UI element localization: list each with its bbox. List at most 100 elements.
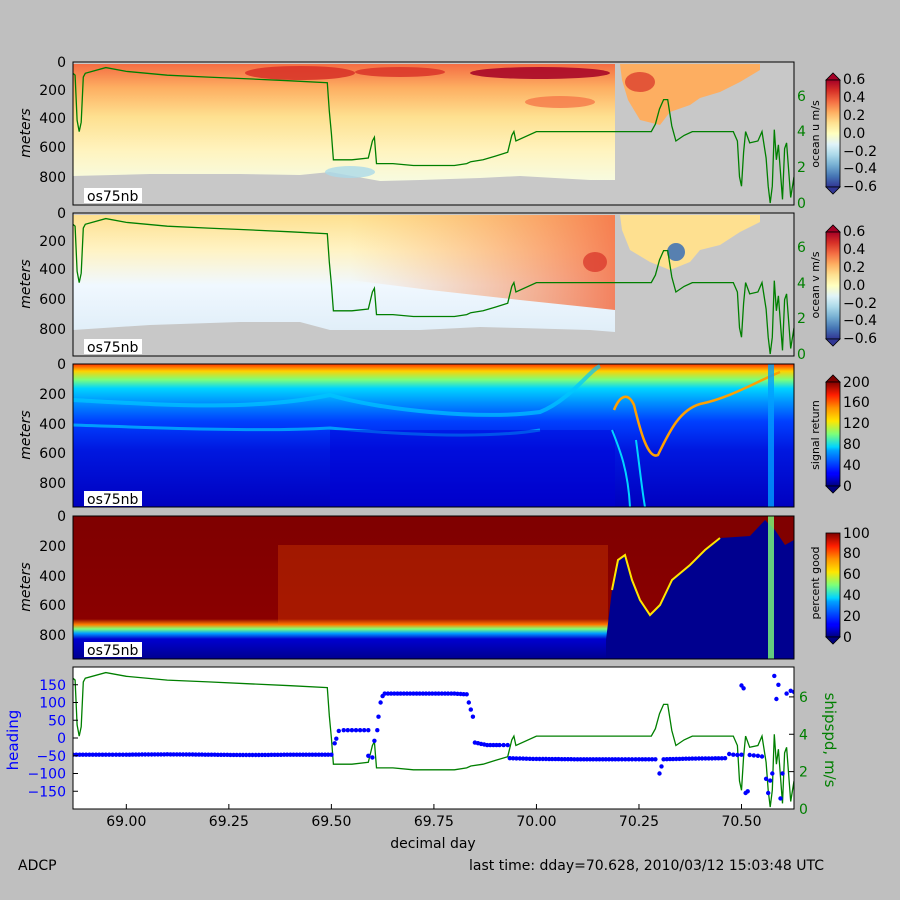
heading-point bbox=[334, 736, 339, 741]
heading-point bbox=[623, 757, 628, 762]
tag-label: os75nb bbox=[87, 492, 139, 508]
heading-point bbox=[527, 756, 532, 761]
heading-point bbox=[594, 757, 599, 762]
colorbar-tick: 40 bbox=[843, 458, 861, 474]
heading-point bbox=[209, 752, 214, 757]
heading-point bbox=[445, 691, 451, 696]
ship-speed-line bbox=[73, 217, 794, 355]
heading-point bbox=[791, 689, 794, 695]
axes-frame bbox=[72, 363, 795, 508]
heading-point bbox=[285, 752, 290, 757]
heading-point bbox=[629, 757, 635, 762]
heading-point bbox=[253, 752, 258, 758]
heading-point bbox=[288, 752, 293, 757]
heading-point bbox=[420, 691, 426, 696]
heading-point bbox=[439, 691, 444, 696]
heading-point bbox=[524, 756, 529, 761]
heading-point bbox=[80, 752, 86, 757]
heading-point bbox=[404, 691, 410, 696]
heading-point bbox=[664, 757, 669, 762]
speed-tick-label: 4 bbox=[797, 276, 806, 292]
heading-point bbox=[133, 752, 138, 757]
y-tick-label: 400 bbox=[39, 262, 66, 278]
heading-point bbox=[546, 756, 552, 762]
heading-point bbox=[464, 692, 469, 697]
axes-frame bbox=[72, 61, 795, 206]
panel-u: os75nb meters 0 200 400 600 800 6 4 2 0 … bbox=[18, 55, 877, 212]
tag-box bbox=[84, 491, 142, 506]
heading-point bbox=[774, 696, 779, 702]
colorbar-tick: 100 bbox=[843, 526, 870, 542]
y-tick-label: 400 bbox=[39, 417, 66, 433]
heading-point bbox=[275, 752, 280, 757]
heading-point bbox=[507, 756, 512, 761]
u-jet-core bbox=[525, 96, 595, 108]
heading-point bbox=[537, 756, 542, 762]
heading-point bbox=[152, 752, 157, 757]
heading-point bbox=[727, 751, 732, 757]
heading-point bbox=[780, 771, 785, 776]
heading-point bbox=[613, 757, 618, 762]
heading-point bbox=[103, 752, 109, 757]
heading-point bbox=[382, 691, 387, 696]
heading-point bbox=[427, 691, 432, 696]
heading-point bbox=[543, 756, 549, 762]
heading-point bbox=[600, 757, 605, 762]
x-tick-label: 70.00 bbox=[516, 814, 556, 830]
colorbar-tick: 40 bbox=[843, 588, 861, 604]
heading-point bbox=[349, 728, 355, 733]
footer-instrument: ADCP bbox=[18, 858, 57, 874]
colorbar-tick: 0 bbox=[843, 479, 852, 495]
heading-point bbox=[313, 752, 318, 757]
panel-amp: os75nb meters 0 200 400 600 800 200 160 … bbox=[18, 357, 870, 508]
heading-point bbox=[423, 691, 429, 696]
heading-point bbox=[562, 757, 567, 762]
heading-point bbox=[341, 728, 346, 733]
heading-point bbox=[643, 757, 648, 762]
y-tick-label: 800 bbox=[39, 322, 66, 338]
heading-point bbox=[690, 756, 695, 761]
y-tick-label: 600 bbox=[39, 446, 66, 462]
heading-point bbox=[722, 756, 728, 761]
heading-point bbox=[556, 756, 561, 762]
heading-point bbox=[130, 752, 135, 757]
heading-point bbox=[120, 752, 126, 757]
tag-box bbox=[84, 642, 142, 657]
speed-tick-label: 2 bbox=[799, 765, 808, 781]
heading-point bbox=[77, 752, 82, 757]
heading-point bbox=[184, 752, 189, 757]
heading-point bbox=[83, 752, 89, 757]
colorbar-tick: 80 bbox=[843, 546, 861, 562]
amp-deep-band bbox=[330, 430, 615, 507]
heading-point bbox=[336, 728, 341, 734]
heading-tick-label: −150 bbox=[28, 784, 66, 800]
heading-point bbox=[231, 752, 236, 758]
right-speed-ticks: 6 4 2 0 bbox=[797, 89, 806, 212]
heading-point bbox=[136, 752, 142, 757]
u-field bbox=[73, 64, 615, 181]
heading-point bbox=[332, 741, 337, 746]
ship-speed-line bbox=[73, 671, 794, 808]
heading-point bbox=[187, 752, 192, 757]
heading-point bbox=[240, 752, 246, 758]
heading-point bbox=[218, 752, 224, 757]
colorbar-tick: 0 bbox=[843, 630, 852, 646]
colorbar-tick: 0.2 bbox=[843, 260, 865, 276]
heading-point bbox=[247, 752, 252, 758]
y-ticks: 0 200 400 600 800 bbox=[39, 206, 66, 338]
y-tick-label: 200 bbox=[39, 234, 66, 250]
colorbar-label: percent good bbox=[809, 546, 822, 619]
speed-tick-label: 0 bbox=[797, 196, 806, 212]
pg-bad-region bbox=[606, 520, 794, 659]
u-jet-core bbox=[470, 67, 610, 79]
heading-point bbox=[212, 752, 217, 757]
heading-point bbox=[686, 756, 692, 761]
heading-point bbox=[540, 756, 545, 762]
heading-point bbox=[468, 707, 473, 712]
y-tick-label: 0 bbox=[57, 509, 66, 525]
heading-point bbox=[392, 691, 397, 696]
heading-point bbox=[763, 776, 769, 781]
y-axis-label: meters bbox=[18, 410, 34, 459]
colorbar-tick: 0.0 bbox=[843, 126, 865, 142]
